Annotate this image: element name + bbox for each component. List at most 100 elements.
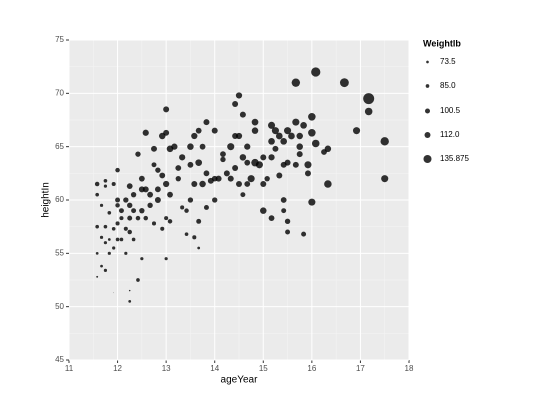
point — [280, 138, 288, 145]
x-tick-label: 13 — [162, 364, 171, 373]
y-tick-label: 45 — [55, 355, 64, 364]
legend-label: 112.0 — [440, 130, 460, 139]
point — [260, 181, 267, 187]
point — [180, 205, 185, 210]
point — [192, 235, 197, 240]
point — [324, 180, 332, 188]
point — [187, 161, 194, 168]
point — [284, 127, 292, 135]
point — [107, 251, 111, 255]
point — [251, 127, 259, 134]
point — [136, 278, 140, 282]
legend-point — [425, 84, 430, 88]
point — [195, 127, 202, 134]
point — [139, 207, 145, 214]
point — [244, 159, 251, 166]
point — [107, 210, 112, 215]
point — [301, 231, 307, 237]
x-tick-label: 14 — [210, 364, 219, 373]
point — [187, 143, 194, 150]
point — [304, 170, 311, 177]
point — [255, 161, 263, 169]
y-tick-label: 70 — [55, 88, 64, 97]
point — [271, 127, 279, 135]
point — [292, 118, 300, 126]
y-tick-label: 60 — [55, 195, 64, 204]
point — [292, 161, 299, 168]
point — [244, 143, 251, 150]
point — [260, 207, 267, 214]
point — [147, 191, 154, 198]
point — [135, 215, 141, 221]
point — [95, 224, 99, 229]
point — [167, 191, 173, 198]
legend-point — [425, 108, 430, 114]
legend-label: 100.5 — [440, 106, 461, 115]
point — [103, 184, 108, 188]
point — [126, 183, 133, 190]
point — [154, 186, 161, 193]
point — [138, 175, 145, 182]
point — [199, 180, 206, 188]
point — [123, 197, 129, 203]
point — [223, 170, 230, 177]
point — [115, 221, 120, 226]
point — [96, 275, 99, 278]
point — [135, 151, 141, 157]
point — [267, 121, 276, 129]
point — [260, 154, 267, 161]
point — [352, 127, 361, 135]
point — [239, 111, 246, 118]
point — [244, 181, 251, 187]
point — [151, 145, 157, 152]
legend-title: Weightlb — [423, 38, 461, 48]
point — [275, 132, 283, 140]
point — [127, 202, 133, 209]
point — [240, 192, 246, 198]
x-tick-label: 15 — [259, 364, 268, 373]
point — [151, 221, 157, 226]
point — [268, 154, 275, 161]
point — [95, 192, 99, 197]
point — [187, 197, 194, 203]
point — [175, 165, 182, 171]
point — [115, 237, 120, 242]
point — [304, 161, 312, 169]
point — [131, 237, 136, 242]
point — [159, 172, 166, 179]
point — [363, 93, 375, 105]
point — [147, 202, 153, 209]
y-axis-title: heightIn — [41, 182, 52, 218]
y-tick-label: 75 — [55, 35, 64, 44]
point — [203, 119, 210, 126]
point — [227, 175, 234, 182]
point — [95, 251, 99, 255]
point — [280, 197, 287, 203]
point — [203, 205, 209, 210]
point — [184, 208, 189, 213]
point — [154, 197, 161, 203]
point — [339, 78, 349, 88]
point — [272, 145, 279, 152]
point — [247, 175, 255, 183]
point — [235, 92, 243, 99]
point — [124, 251, 128, 255]
point — [164, 216, 169, 221]
point — [268, 215, 275, 222]
point — [163, 180, 170, 188]
point — [130, 191, 137, 198]
point — [211, 127, 218, 134]
point — [113, 292, 114, 294]
point — [232, 101, 239, 107]
point — [215, 175, 222, 182]
point — [123, 226, 128, 231]
point — [300, 122, 307, 129]
point — [99, 235, 104, 239]
point — [142, 186, 149, 193]
point — [142, 129, 149, 136]
point — [284, 218, 291, 225]
point — [236, 181, 242, 187]
point — [112, 246, 116, 250]
legend-point — [423, 154, 432, 164]
